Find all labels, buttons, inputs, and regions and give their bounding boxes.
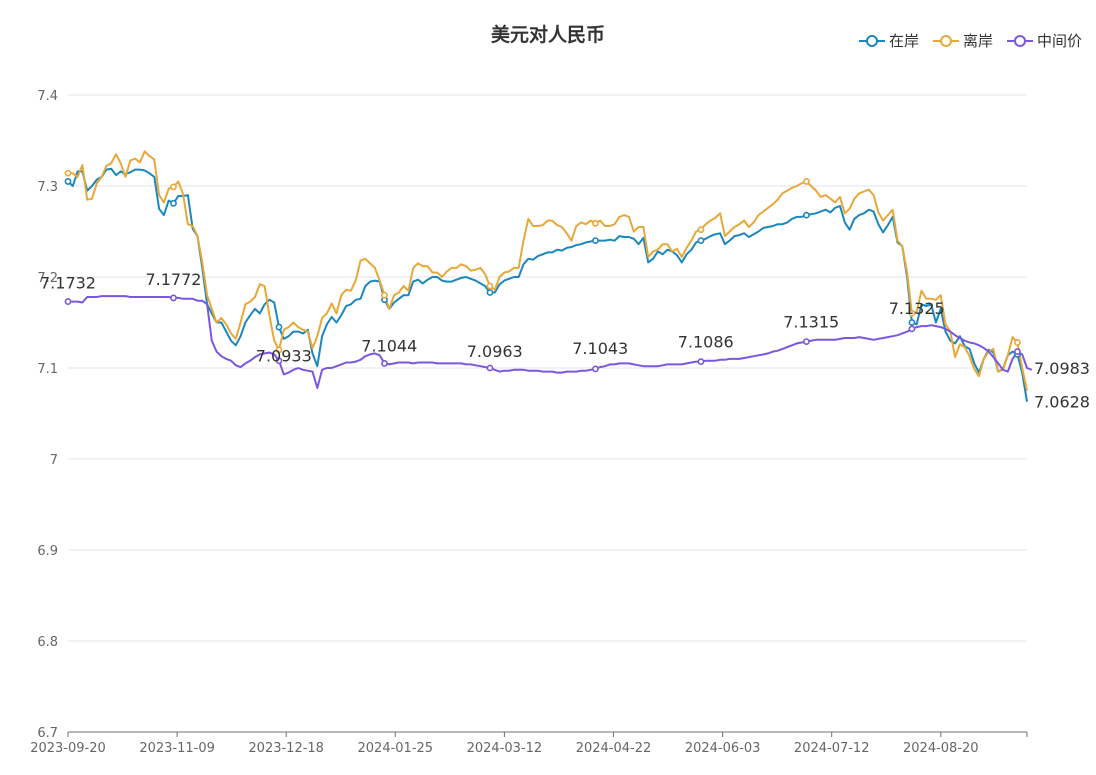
x-tick-label: 2024-03-12 — [467, 741, 543, 756]
series-marker — [803, 178, 810, 185]
series-marker — [908, 309, 916, 317]
legend-label-central-parity: 中间价 — [1036, 32, 1082, 50]
data-label: 7.0933 — [256, 346, 312, 365]
end-value-label: 7.0983 — [1034, 359, 1090, 378]
series-marker — [381, 360, 388, 367]
data-label: 7.1772 — [145, 270, 201, 289]
series-marker — [486, 364, 494, 372]
series-marker — [1014, 348, 1021, 356]
data-label: 7.0963 — [467, 342, 523, 361]
data-label: 7.1732 — [40, 274, 96, 293]
series-marker — [64, 169, 72, 177]
data-label: 7.1315 — [783, 313, 839, 332]
series-line-0 — [67, 167, 1028, 402]
series-line-1 — [68, 150, 1028, 392]
series-marker — [275, 346, 283, 354]
legend-item-onshore[interactable]: 在岸 — [858, 30, 919, 51]
y-tick-label: 6.9 — [37, 544, 58, 559]
series-marker — [486, 289, 494, 296]
x-tick-label: 2023-09-20 — [30, 741, 106, 756]
series-marker — [592, 365, 599, 373]
y-tick-label: 6.8 — [37, 635, 58, 650]
series-marker — [64, 178, 72, 185]
series-marker — [908, 325, 916, 333]
series-marker — [275, 357, 283, 365]
legend-label-offshore: 离岸 — [962, 32, 993, 50]
data-label: 7.1044 — [361, 336, 417, 355]
data-label: 7.1325 — [889, 299, 945, 318]
legend-swatch-icon — [1006, 34, 1033, 47]
series-marker — [592, 219, 599, 227]
legend-swatch-icon — [932, 34, 959, 47]
series-marker — [803, 338, 810, 346]
x-tick-label: 2023-12-18 — [248, 741, 324, 756]
y-tick-label: 7.4 — [37, 89, 58, 104]
y-tick-label: 6.7 — [37, 726, 58, 741]
series-marker — [486, 282, 494, 290]
x-tick-label: 2023-11-09 — [139, 741, 215, 756]
x-tick-label: 2024-01-25 — [358, 741, 434, 756]
series-marker — [697, 237, 705, 244]
series-marker — [592, 237, 599, 244]
legend-swatch-icon — [858, 34, 885, 47]
series-marker — [1014, 339, 1021, 346]
series-marker — [170, 294, 177, 302]
legend-label-onshore: 在岸 — [888, 32, 919, 50]
x-tick-label: 2024-08-20 — [903, 741, 979, 756]
series-marker — [275, 323, 283, 331]
series-marker — [908, 319, 916, 326]
legend-item-offshore[interactable]: 离岸 — [932, 30, 993, 51]
x-tick-label: 2024-04-22 — [576, 741, 652, 756]
data-label: 7.1043 — [572, 339, 628, 358]
series-marker — [170, 199, 177, 207]
y-tick-label: 7 — [50, 453, 58, 468]
legend: 在岸 离岸 中间价 — [858, 30, 1082, 51]
series-marker — [697, 358, 705, 366]
y-tick-label: 7.3 — [37, 180, 58, 195]
series-line-2 — [68, 295, 1033, 389]
y-tick-label: 7.1 — [37, 362, 58, 377]
x-tick-label: 2024-06-03 — [685, 741, 761, 756]
series-marker — [64, 298, 72, 305]
data-label: 7.1086 — [678, 333, 734, 352]
series-marker — [697, 226, 705, 234]
end-value-label: 7.0628 — [1034, 393, 1090, 412]
x-tick-label: 2024-07-12 — [794, 741, 870, 756]
series-marker — [803, 211, 810, 219]
legend-item-central-parity[interactable]: 中间价 — [1006, 30, 1082, 51]
chart-title: 美元对人民币 — [490, 24, 605, 46]
series-marker — [381, 291, 388, 299]
y-tick-label: 7.2 — [37, 271, 58, 286]
series-marker — [170, 183, 177, 191]
